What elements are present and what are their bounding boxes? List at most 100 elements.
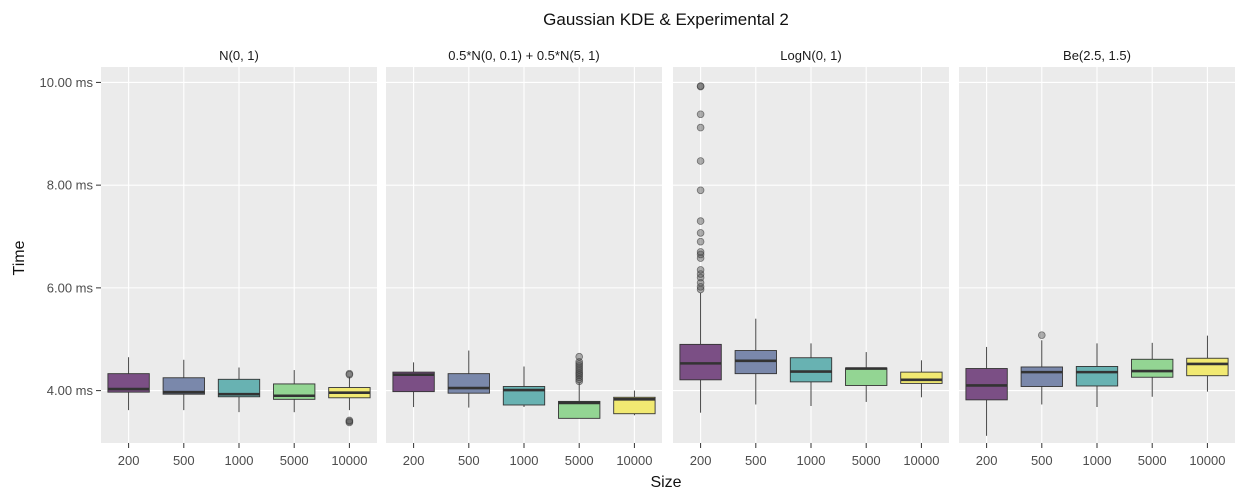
x-axis-title: Size — [650, 474, 681, 491]
box-5000 — [845, 352, 888, 402]
panel-strip-label: N(0, 1) — [219, 48, 259, 63]
x-tick-label: 5000 — [565, 453, 594, 468]
iqr-box — [900, 371, 943, 384]
iqr-box — [217, 378, 261, 398]
outlier-point — [575, 366, 583, 374]
chart-title: Gaussian KDE & Experimental 2 — [543, 10, 789, 29]
outlier-point — [575, 377, 583, 386]
outlier-point — [696, 283, 705, 291]
x-tick-label: 500 — [1031, 453, 1053, 468]
outlier-point — [696, 237, 705, 246]
x-tick-label: 200 — [690, 453, 712, 468]
outlier-point — [575, 352, 583, 361]
panels-group: 4.00 ms 6.00 ms 8.00 ms 10.00 ms N(0, 1) 200 5… — [40, 44, 1235, 468]
panel-strip — [673, 44, 949, 67]
iqr-box — [162, 377, 205, 395]
panel-strip-label: Be(2.5, 1.5) — [1063, 48, 1131, 63]
panel: 0.5*N(0, 0.1) + 0.5*N(5, 1) 200 500 1000 500… — [386, 44, 662, 468]
x-tick-label: 1000 — [797, 453, 826, 468]
outlier-point — [696, 123, 705, 132]
outlier-point — [575, 362, 583, 370]
outlier-point — [696, 110, 705, 119]
x-tick-label: 1000 — [225, 453, 254, 468]
x-tick-label: 1000 — [1083, 453, 1112, 468]
outlier-point — [696, 157, 705, 165]
x-tick-label: 5000 — [280, 453, 309, 468]
box-1000 — [502, 366, 546, 408]
iqr-box — [1075, 366, 1119, 387]
outlier-point — [696, 270, 705, 278]
x-tick-label: 10000 — [1189, 453, 1225, 468]
iqr-box — [1131, 358, 1174, 378]
box-10000 — [328, 369, 371, 427]
box-500 — [734, 318, 777, 405]
box-5000 — [558, 352, 601, 419]
panel-strip-label: 0.5*N(0, 0.1) + 0.5*N(5, 1) — [448, 48, 599, 63]
y-tick-label: 4.00 ms — [47, 383, 94, 398]
panel: LogN(0, 1) 200 500 1000 5000 10000 — [673, 44, 949, 468]
outlier-point — [575, 364, 583, 372]
box-5000 — [273, 370, 316, 413]
outlier-point — [575, 368, 583, 376]
outlier-point — [1038, 331, 1046, 339]
y-axis-title: Time — [11, 240, 28, 275]
iqr-box — [789, 357, 833, 383]
panel-strip — [959, 44, 1235, 67]
box-500 — [162, 359, 205, 411]
x-tick-label: 1000 — [510, 453, 539, 468]
iqr-box — [613, 396, 656, 415]
y-tick-label: 6.00 ms — [47, 280, 94, 295]
iqr-box — [558, 400, 601, 419]
x-tick-label: 5000 — [852, 453, 881, 468]
iqr-box — [107, 373, 150, 393]
outlier-point — [575, 358, 583, 366]
panel: N(0, 1) 200 500 1000 5000 10000 — [101, 44, 377, 468]
panel-strip-label: LogN(0, 1) — [780, 48, 841, 63]
x-tick-label: 500 — [173, 453, 195, 468]
panel: Be(2.5, 1.5) 200 500 1000 5000 10000 — [959, 44, 1235, 468]
x-tick-label: 500 — [745, 453, 767, 468]
y-tick-label: 8.00 ms — [47, 178, 94, 193]
box-10000 — [900, 360, 943, 398]
box-10000 — [613, 390, 656, 416]
outlier-point — [696, 250, 705, 259]
outlier-point — [696, 266, 705, 274]
box-200 — [965, 346, 1008, 436]
box-500 — [447, 350, 490, 408]
iqr-box — [447, 373, 490, 394]
x-tick-label: 5000 — [1138, 453, 1167, 468]
panel-strip — [101, 44, 377, 67]
box-200 — [392, 362, 435, 408]
outlier-point — [345, 370, 354, 379]
outlier-point — [696, 229, 705, 237]
box-200 — [679, 82, 722, 413]
iqr-box — [845, 367, 888, 386]
box-1000 — [217, 367, 261, 413]
iqr-box — [392, 371, 435, 393]
iqr-box — [1020, 366, 1063, 387]
y-tick-label: 10.00 ms — [40, 75, 94, 90]
x-tick-label: 10000 — [331, 453, 367, 468]
box-200 — [107, 357, 150, 411]
x-tick-label: 200 — [976, 453, 998, 468]
x-tick-label: 10000 — [616, 453, 652, 468]
outlier-point — [696, 82, 705, 90]
outlier-point — [696, 186, 705, 195]
box-1000 — [789, 343, 833, 407]
x-tick-label: 200 — [118, 453, 140, 468]
box-5000 — [1131, 342, 1174, 397]
box-1000 — [1075, 343, 1119, 408]
x-tick-label: 500 — [458, 453, 480, 468]
x-tick-label: 10000 — [903, 453, 939, 468]
outlier-point — [345, 418, 354, 427]
x-tick-label: 200 — [403, 453, 425, 468]
iqr-box — [1186, 357, 1229, 377]
panel-strip — [386, 44, 662, 67]
box-500 — [1020, 331, 1063, 405]
outlier-point — [696, 248, 705, 256]
box-10000 — [1186, 335, 1229, 392]
outlier-point — [696, 278, 705, 287]
outlier-point — [696, 217, 705, 225]
outlier-point — [345, 416, 354, 425]
